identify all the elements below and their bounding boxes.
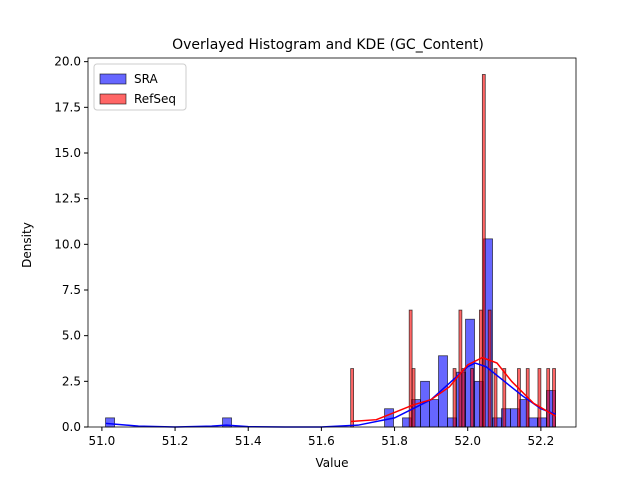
- histogram-bar: [461, 368, 466, 428]
- legend-swatch: [99, 73, 127, 85]
- legend-label: RefSeq: [134, 92, 176, 106]
- histogram-bar: [546, 368, 551, 428]
- histogram-bar: [493, 368, 498, 428]
- y-tick-label: 10.0: [54, 237, 81, 251]
- histogram-bar: [528, 417, 538, 428]
- plot-frame: [87, 57, 577, 428]
- histogram-bar: [502, 368, 507, 428]
- y-axis-label: Density: [20, 222, 34, 268]
- y-tick-label: 12.5: [54, 192, 81, 206]
- x-tick-label: 51.8: [381, 434, 408, 448]
- histogram-bar: [517, 368, 521, 428]
- y-tick-label: 17.5: [54, 100, 81, 114]
- y-tick-label: 15.0: [54, 146, 81, 160]
- x-tick-label: 52.2: [528, 434, 555, 448]
- histogram-bar: [552, 368, 556, 428]
- legend-label: SRA: [134, 72, 158, 86]
- x-axis-label: Value: [316, 456, 349, 470]
- y-tick-label: 0.0: [62, 420, 81, 434]
- histogram-bar: [411, 368, 416, 428]
- histogram-bar: [481, 74, 486, 428]
- x-tick-label: 51.6: [308, 434, 335, 448]
- histogram-bar: [470, 368, 474, 428]
- y-tick-label: 5.0: [62, 329, 81, 343]
- histogram-bar: [458, 309, 463, 428]
- kde-line: [350, 356, 556, 423]
- histogram-bar: [537, 368, 542, 428]
- histogram-bar: [350, 368, 354, 428]
- y-tick-label: 20.0: [54, 55, 81, 69]
- x-tick-label: 52.0: [454, 434, 481, 448]
- histogram-bar: [429, 399, 439, 428]
- y-tick-label: 2.5: [62, 374, 81, 388]
- chart-title: Overlayed Histogram and KDE (GC_Content): [172, 37, 484, 53]
- legend-swatch: [99, 93, 127, 105]
- kde-line: [105, 362, 556, 428]
- y-tick-label: 7.5: [62, 283, 81, 297]
- x-tick-label: 51.4: [235, 434, 262, 448]
- x-tick-label: 51.2: [162, 434, 189, 448]
- x-tick-label: 51.0: [89, 434, 116, 448]
- histogram-bar: [105, 417, 115, 428]
- histogram-bar: [479, 309, 483, 428]
